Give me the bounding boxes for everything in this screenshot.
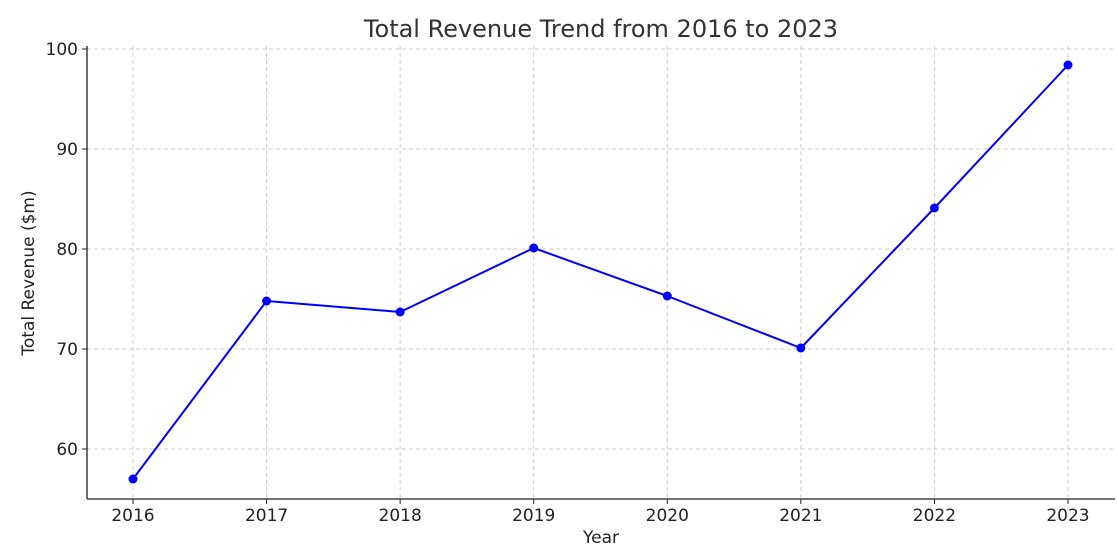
x-tick-label: 2021 (779, 506, 822, 526)
y-tick-label: 100 (46, 40, 78, 60)
data-point (128, 474, 138, 484)
x-axis-label: Year (582, 528, 619, 544)
x-tick-label: 2018 (379, 506, 422, 526)
x-tick-label: 2020 (646, 506, 689, 526)
y-axis-ticks: 60 70 80 90 100 (46, 40, 87, 460)
data-point (929, 203, 939, 213)
data-point (529, 243, 539, 253)
data-point (662, 291, 672, 301)
data-point (262, 296, 272, 306)
axes (86, 46, 1115, 500)
x-tick-label: 2022 (913, 506, 956, 526)
y-tick-label: 80 (56, 240, 78, 260)
chart-title: Total Revenue Trend from 2016 to 2023 (363, 15, 838, 43)
y-tick-label: 90 (56, 140, 78, 160)
grid (87, 46, 1115, 499)
y-axis-label: Total Revenue ($m) (19, 190, 39, 356)
data-point (395, 307, 405, 317)
y-tick-label: 70 (56, 340, 78, 360)
x-tick-label: 2017 (245, 506, 288, 526)
x-tick-label: 2016 (111, 506, 154, 526)
y-tick-label: 60 (56, 440, 78, 460)
data-point (1063, 60, 1073, 70)
data-point (796, 343, 806, 353)
series-layer (128, 60, 1073, 484)
x-tick-label: 2023 (1046, 506, 1089, 526)
x-tick-label: 2019 (512, 506, 555, 526)
x-axis-ticks: 2016 2017 2018 2019 2020 2021 2022 2023 (111, 499, 1090, 526)
series-line (132, 64, 1069, 480)
